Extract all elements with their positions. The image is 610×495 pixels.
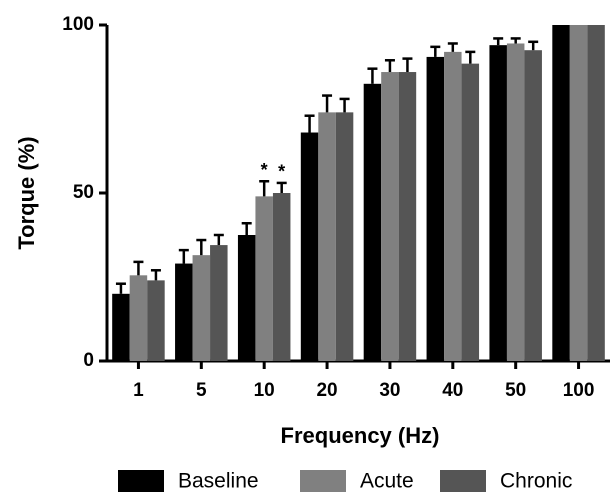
significance-marker: * (261, 160, 268, 180)
legend-swatch (440, 470, 486, 492)
bar (210, 245, 228, 361)
error-bar (133, 260, 144, 276)
bar (192, 255, 211, 361)
bar (461, 63, 480, 361)
error-bar (339, 97, 350, 113)
y-tick-label: 50 (73, 182, 94, 203)
error-bar (493, 37, 504, 46)
significance-marker: * (278, 162, 285, 182)
legend-swatch (118, 470, 164, 492)
bar (398, 72, 417, 361)
x-tick-label: 100 (563, 380, 595, 401)
bar (175, 263, 193, 361)
legend-swatch (300, 470, 346, 492)
error-bar (384, 59, 395, 73)
error-bar (196, 238, 207, 256)
bar (318, 112, 336, 361)
x-tick-label: 10 (254, 380, 275, 401)
bar (147, 280, 165, 361)
bar (381, 72, 399, 361)
bar (587, 25, 605, 361)
error-bar (241, 221, 252, 235)
bar (569, 25, 588, 361)
bar (237, 235, 256, 361)
y-axis-label: Torque (%) (14, 136, 39, 249)
legend-label: Baseline (178, 470, 259, 493)
bar (426, 56, 445, 362)
bar (489, 45, 507, 361)
error-bar (430, 45, 441, 57)
bar (272, 193, 291, 361)
error-bar (322, 94, 333, 113)
y-tick-label: 0 (83, 350, 94, 371)
bar (552, 25, 570, 361)
error-bar (465, 50, 476, 64)
x-tick-label: 40 (442, 380, 463, 401)
x-tick-label: 30 (379, 380, 400, 401)
bar (255, 196, 273, 361)
error-bar (367, 67, 378, 84)
bar (335, 112, 354, 361)
bar (506, 43, 525, 361)
bar (300, 132, 319, 361)
error-bar (213, 233, 224, 246)
x-tick-label: 1 (133, 380, 144, 401)
bar (112, 293, 130, 361)
bar (129, 275, 148, 361)
error-bar (447, 42, 458, 52)
error-bar (150, 269, 161, 281)
legend-label: Acute (360, 470, 414, 493)
error-bar (510, 37, 521, 44)
y-tick-label: 100 (62, 14, 94, 35)
error-bar (402, 57, 413, 73)
error-bar (276, 181, 287, 193)
error-bar (304, 114, 315, 133)
x-tick-label: 20 (316, 380, 337, 401)
bar (363, 83, 382, 362)
error-bar (178, 248, 189, 264)
legend-label: Chronic (500, 470, 572, 493)
error-bar (115, 282, 126, 294)
error-bar (528, 40, 539, 51)
bar (444, 51, 462, 361)
bar (524, 50, 542, 361)
x-axis-label: Frequency (Hz) (281, 423, 440, 448)
x-tick-label: 50 (505, 380, 526, 401)
error-bar (259, 179, 270, 197)
x-tick-label: 5 (196, 380, 207, 401)
